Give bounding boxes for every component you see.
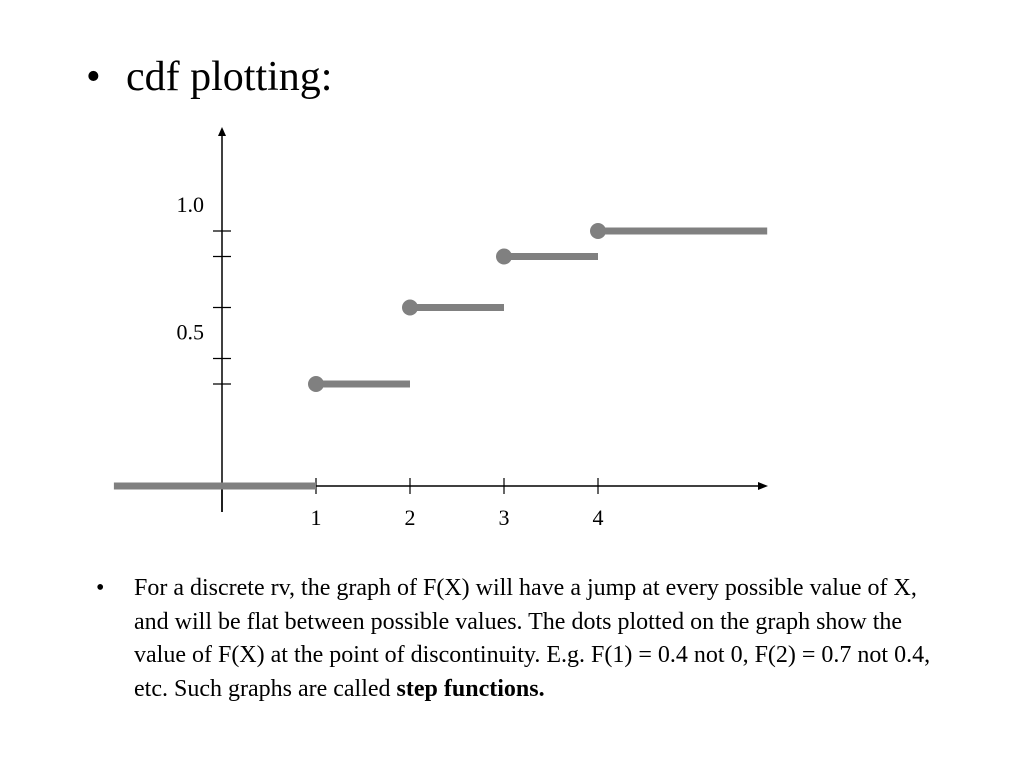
step-dot-5 — [590, 223, 606, 239]
x-axis-arrow — [758, 482, 768, 490]
x-tick-label-4: 4 — [593, 505, 604, 530]
title-bullet: • — [86, 54, 101, 100]
explanation-bold: step functions. — [396, 675, 545, 702]
explanation-plain: For a discrete rv, the graph of F(X) wil… — [134, 575, 931, 702]
step-dot-4 — [496, 248, 512, 265]
x-tick-label-1: 1 — [311, 505, 322, 530]
y-tick-label-0.5: 0.5 — [177, 320, 205, 345]
y-tick-label-1.0: 1.0 — [177, 192, 205, 217]
x-tick-label-3: 3 — [499, 505, 510, 530]
title-text: cdf plotting: — [126, 54, 333, 100]
y-axis-arrow — [218, 127, 226, 136]
body-bullet: • — [96, 575, 105, 601]
x-tick-label-2: 2 — [405, 505, 416, 530]
explanation-text: For a discrete rv, the graph of F(X) wil… — [134, 572, 944, 706]
slide-title: • cdf plotting: — [86, 52, 332, 102]
cdf-step-chart: 1 2 3 4 0.5 1.0 — [113, 127, 768, 530]
step-dot-2 — [308, 376, 324, 392]
step-dot-3 — [402, 299, 418, 316]
